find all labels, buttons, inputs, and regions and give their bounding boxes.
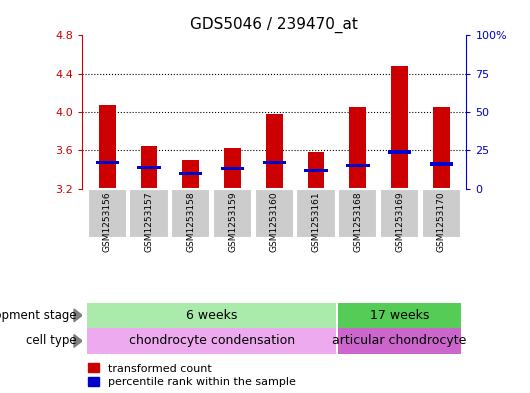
Bar: [262, 161, 286, 164]
Bar: [308, 152, 324, 189]
FancyBboxPatch shape: [380, 189, 419, 238]
FancyBboxPatch shape: [171, 189, 210, 238]
Text: cell type: cell type: [26, 334, 77, 347]
Text: GSM1253169: GSM1253169: [395, 191, 404, 252]
Text: GSM1253156: GSM1253156: [103, 191, 112, 252]
Bar: [99, 105, 116, 189]
FancyBboxPatch shape: [254, 189, 294, 238]
Bar: [140, 145, 157, 189]
FancyBboxPatch shape: [338, 328, 462, 354]
Text: GSM1253160: GSM1253160: [270, 191, 279, 252]
Text: GSM1253161: GSM1253161: [312, 191, 321, 252]
FancyBboxPatch shape: [87, 328, 336, 354]
Bar: [221, 167, 244, 171]
Text: 6 weeks: 6 weeks: [186, 309, 237, 322]
FancyBboxPatch shape: [296, 189, 335, 238]
Text: GSM1253168: GSM1253168: [354, 191, 363, 252]
FancyBboxPatch shape: [213, 189, 252, 238]
FancyBboxPatch shape: [129, 189, 169, 238]
Bar: [224, 149, 241, 189]
Text: GSM1253159: GSM1253159: [228, 191, 237, 252]
Text: development stage: development stage: [0, 309, 77, 322]
Bar: [95, 161, 119, 164]
Bar: [182, 160, 199, 189]
Bar: [430, 162, 453, 166]
Bar: [349, 107, 366, 189]
Bar: [137, 165, 161, 169]
Text: GSM1253158: GSM1253158: [186, 191, 195, 252]
Title: GDS5046 / 239470_at: GDS5046 / 239470_at: [190, 17, 358, 33]
Bar: [433, 107, 449, 189]
Bar: [346, 164, 369, 167]
Bar: [304, 169, 328, 172]
Text: GSM1253157: GSM1253157: [145, 191, 154, 252]
Text: articular chondrocyte: articular chondrocyte: [332, 334, 467, 347]
Legend: transformed count, percentile rank within the sample: transformed count, percentile rank withi…: [87, 363, 296, 387]
Polygon shape: [74, 309, 82, 322]
Bar: [388, 150, 411, 154]
Text: chondrocyte condensation: chondrocyte condensation: [129, 334, 295, 347]
FancyBboxPatch shape: [338, 189, 377, 238]
Bar: [266, 114, 282, 189]
Bar: [179, 172, 202, 175]
Bar: [391, 66, 408, 189]
FancyBboxPatch shape: [87, 303, 336, 328]
FancyBboxPatch shape: [422, 189, 461, 238]
Polygon shape: [74, 334, 82, 347]
Text: GSM1253170: GSM1253170: [437, 191, 446, 252]
FancyBboxPatch shape: [87, 189, 127, 238]
Text: 17 weeks: 17 weeks: [370, 309, 429, 322]
FancyBboxPatch shape: [338, 303, 462, 328]
